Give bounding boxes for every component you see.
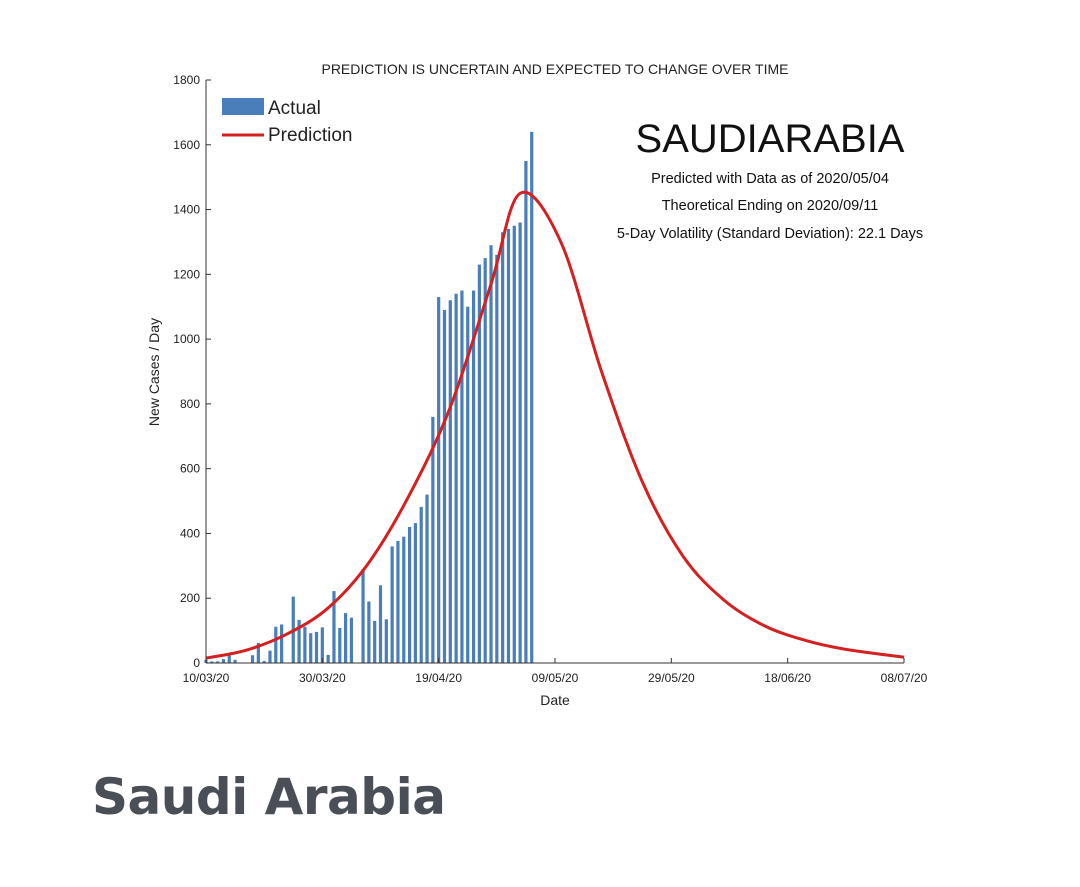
- bar-actual: [344, 613, 348, 663]
- page-caption: Saudi Arabia: [92, 768, 446, 826]
- legend-actual-label: Actual: [268, 98, 321, 119]
- bar-actual: [407, 526, 412, 663]
- bar-actual: [460, 290, 464, 663]
- bar-actual: [303, 626, 307, 663]
- x-tick-label: 29/05/20: [648, 671, 695, 685]
- bar-actual: [402, 536, 406, 663]
- bar-actual: [378, 585, 383, 663]
- y-tick-label: 1600: [173, 138, 200, 152]
- chart-title: PREDICTION IS UNCERTAIN AND EXPECTED TO …: [321, 61, 788, 77]
- bar-actual: [262, 661, 266, 663]
- x-axis-label: Date: [540, 692, 570, 708]
- bar-actual: [361, 569, 365, 663]
- legend-prediction-label: Prediction: [268, 125, 353, 146]
- x-tick-label: 09/05/20: [532, 671, 579, 685]
- bar-actual: [524, 160, 528, 663]
- actual-bars: [204, 131, 534, 664]
- bar-actual: [471, 290, 476, 663]
- bar-actual: [233, 659, 237, 663]
- x-axis: 10/03/20 30/03/20 19/04/20 09/05/20 29/05/20…: [183, 658, 928, 685]
- annotation-line-1: Predicted with Data as of 2020/05/04: [651, 171, 889, 187]
- x-tick-label: 18/06/20: [764, 671, 811, 685]
- bar-actual: [530, 131, 534, 664]
- legend-actual-swatch: [222, 98, 264, 115]
- y-tick-label: 600: [180, 462, 200, 476]
- bar-actual: [495, 254, 499, 663]
- bar-actual: [454, 293, 458, 663]
- bar-actual: [250, 655, 255, 663]
- bar-actual: [518, 222, 522, 663]
- bar-actual: [442, 309, 447, 663]
- bar-actual: [332, 591, 336, 663]
- y-tick-label: 800: [180, 397, 200, 411]
- y-axis: 0 200 400 600 800 1000 1200 1400 1600 1800: [173, 73, 211, 670]
- bar-actual: [506, 228, 511, 663]
- bar-actual: [384, 619, 388, 663]
- bar-actual: [268, 650, 272, 663]
- prediction-line: [205, 190, 905, 660]
- bar-actual: [489, 245, 493, 663]
- y-tick-label: 400: [180, 526, 200, 540]
- annotation-line-2: Theoretical Ending on 2020/09/11: [662, 198, 879, 214]
- bar-actual: [338, 628, 342, 663]
- bar-actual: [425, 494, 429, 663]
- bar-actual: [349, 617, 354, 663]
- bar-actual: [210, 661, 214, 663]
- y-axis-label: New Cases / Day: [146, 318, 162, 426]
- bar-actual: [227, 655, 231, 663]
- y-tick-label: 1000: [173, 332, 200, 346]
- bar-actual: [448, 300, 452, 663]
- bar-actual: [320, 627, 324, 663]
- plot-area: [204, 131, 905, 664]
- bar-actual: [221, 659, 226, 663]
- legend: Actual Prediction: [222, 98, 353, 146]
- bar-actual: [314, 631, 319, 663]
- x-tick-label: 08/07/20: [881, 671, 928, 685]
- bar-actual: [216, 661, 220, 663]
- bar-actual: [466, 306, 470, 663]
- bar-actual: [413, 523, 417, 663]
- bar-actual: [512, 225, 516, 663]
- bar-actual: [326, 654, 330, 663]
- chart: PREDICTION IS UNCERTAIN AND EXPECTED TO …: [146, 61, 928, 708]
- country-label: SAUDIARABIA: [636, 117, 905, 161]
- bar-actual: [390, 546, 394, 663]
- bar-actual: [256, 642, 260, 663]
- y-tick-label: 1200: [173, 267, 200, 281]
- x-tick-label: 10/03/20: [183, 671, 230, 685]
- bar-actual: [309, 633, 313, 663]
- bar-actual: [367, 601, 371, 663]
- bar-actual: [501, 232, 505, 663]
- bar-actual: [431, 416, 435, 663]
- bar-actual: [477, 264, 481, 663]
- y-tick-label: 1400: [173, 203, 200, 217]
- bar-actual: [280, 624, 284, 663]
- y-tick-label: 0: [193, 656, 200, 670]
- bar-actual: [483, 258, 487, 663]
- bar-actual: [373, 620, 377, 663]
- y-tick-label: 200: [180, 591, 200, 605]
- bar-actual: [274, 626, 278, 663]
- annotation-line-3: 5-Day Volatility (Standard Deviation): 2…: [617, 226, 923, 242]
- x-tick-label: 19/04/20: [415, 671, 462, 685]
- y-tick-label: 1800: [173, 73, 200, 87]
- bar-actual: [437, 297, 441, 663]
- x-tick-label: 30/03/20: [299, 671, 346, 685]
- bar-actual: [396, 540, 400, 663]
- annotation-block: SAUDIARABIA Predicted with Data as of 20…: [617, 117, 923, 242]
- bar-actual: [297, 619, 301, 663]
- bar-actual: [419, 506, 423, 663]
